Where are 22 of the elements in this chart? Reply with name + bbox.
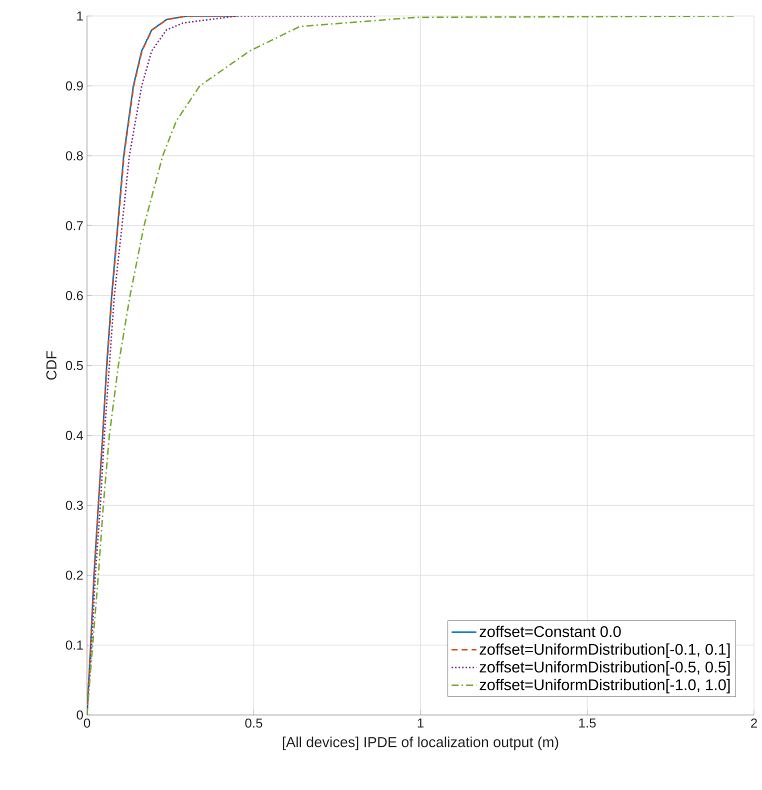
y-tick-label: 0.3: [66, 500, 83, 510]
x-axis-title: [All devices] IPDE of localization output (m): [282, 736, 558, 750]
y-tick-label: 0.5: [66, 360, 83, 370]
legend-label: zoffset=UniformDistribution[-0.5, 0.5]: [480, 661, 730, 676]
y-tick-label: 0.1: [66, 640, 83, 650]
x-tick-label: 1: [418, 718, 424, 728]
y-tick-label: 0.4: [66, 430, 84, 440]
x-tick-label: 2: [751, 718, 757, 728]
legend-label: zoffset=Constant 0.0: [480, 626, 621, 638]
x-tick-label: 1.5: [579, 718, 596, 728]
y-tick-label: 0.2: [66, 570, 83, 580]
y-tick-label: 1: [77, 12, 83, 20]
y-tick-label: 0: [76, 710, 83, 720]
y-axis-title: CDF: [46, 351, 57, 380]
legend-label: zoffset=UniformDistribution[-0.1, 0.1]: [480, 643, 730, 658]
x-tick-label: 0.5: [245, 718, 262, 728]
x-tick-label: 0: [84, 718, 90, 728]
y-tick-label: 0.8: [66, 151, 83, 160]
y-tick-label: 0.9: [66, 81, 83, 90]
y-tick-label: 0.6: [66, 290, 83, 300]
legend-label: zoffset=UniformDistribution[-1.0, 1.0]: [480, 678, 730, 694]
y-tick-label: 0.7: [66, 221, 83, 230]
